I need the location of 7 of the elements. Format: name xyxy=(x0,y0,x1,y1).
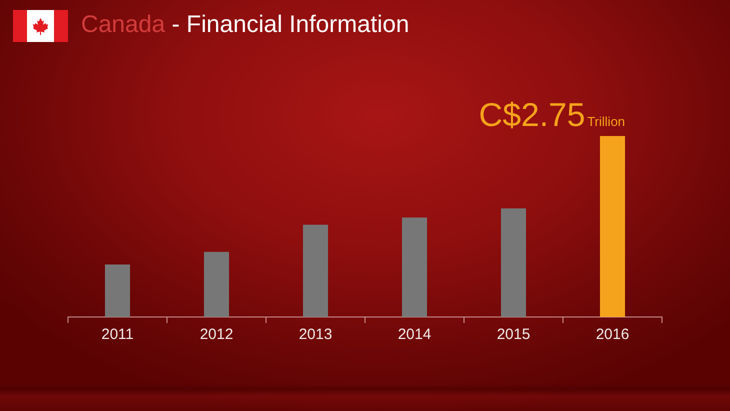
x-tick-label: 2015 xyxy=(496,326,530,344)
x-tick-label: 2011 xyxy=(101,326,134,344)
x-tick-label: 2014 xyxy=(398,326,432,344)
chart-title: Canada - Financial Information xyxy=(81,11,410,38)
x-tick-label: 2012 xyxy=(200,326,234,344)
x-tick-label: 2013 xyxy=(298,326,332,344)
x-tick-label: 2016 xyxy=(596,326,630,344)
